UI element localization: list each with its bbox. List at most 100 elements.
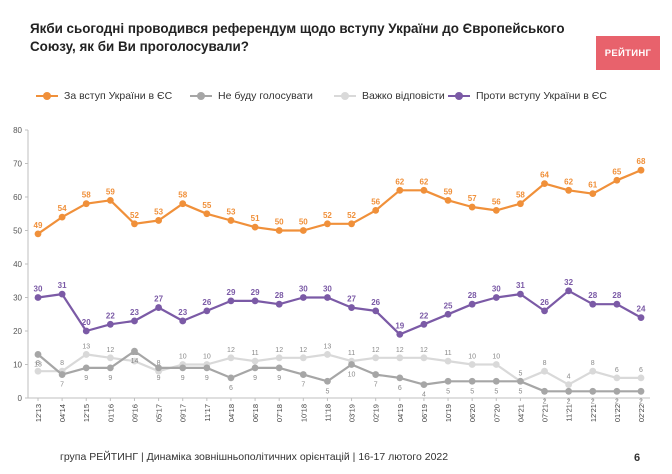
data-label: 8 [60, 360, 64, 367]
data-label: 9 [181, 375, 185, 382]
data-point [396, 330, 404, 338]
x-tick-label: 02'22 [637, 404, 646, 422]
data-label: 5 [518, 370, 522, 377]
data-label: 62 [419, 177, 428, 186]
data-point [637, 166, 645, 174]
data-label: 6 [229, 385, 233, 392]
data-label: 11 [444, 350, 451, 357]
y-tick-label: 40 [13, 260, 22, 269]
x-tick-label: 06'18 [251, 404, 260, 422]
series-line [37, 289, 642, 336]
data-label: 29 [251, 288, 260, 297]
data-label: 54 [58, 204, 67, 213]
chart-legend: За вступ України в ЄС Не буду голосувати… [36, 87, 656, 105]
data-point [541, 180, 548, 188]
data-point [637, 374, 645, 382]
legend-item-not-voting: Не буду голосувати [190, 87, 313, 105]
data-point [155, 364, 163, 372]
data-point [372, 371, 380, 378]
data-label: 28 [588, 291, 597, 300]
data-point [589, 190, 597, 198]
data-point [492, 294, 500, 301]
data-label: 12 [299, 347, 307, 354]
data-point [82, 200, 90, 208]
series-line [38, 353, 641, 386]
data-point [324, 220, 331, 228]
data-label: 27 [347, 295, 356, 304]
data-point [348, 220, 355, 228]
data-label: 30 [34, 285, 43, 294]
data-label: 9 [84, 375, 88, 382]
legend-swatch-against [448, 92, 470, 100]
x-tick-label: 11'18 [323, 404, 332, 422]
data-point [275, 300, 283, 308]
data-label: 61 [588, 181, 597, 190]
data-label: 30 [299, 285, 308, 294]
legend-swatch-hard-to-say [334, 92, 356, 100]
data-point [299, 294, 307, 301]
data-label: 58 [516, 191, 525, 200]
data-label: 64 [540, 171, 549, 180]
data-point [637, 387, 645, 395]
data-label: 58 [178, 191, 187, 200]
data-label: 2 [615, 398, 619, 405]
data-label: 19 [395, 321, 404, 330]
data-point [299, 354, 307, 362]
x-tick-label: 04'18 [227, 404, 236, 422]
data-label: 8 [36, 360, 40, 367]
data-point [131, 347, 138, 355]
data-point [131, 317, 138, 325]
data-label: 52 [130, 211, 139, 220]
data-label: 31 [58, 281, 67, 290]
data-point [372, 207, 380, 214]
data-label: 7 [301, 382, 305, 389]
data-label: 62 [564, 177, 573, 186]
data-label: 10 [179, 354, 187, 361]
data-point [275, 227, 283, 234]
data-point [565, 186, 573, 194]
data-label: 49 [34, 221, 43, 230]
data-point [251, 364, 259, 372]
data-point [589, 300, 597, 308]
data-label: 4 [567, 374, 571, 381]
y-tick-label: 80 [13, 126, 22, 135]
x-tick-label: 04'14 [58, 404, 67, 422]
data-label: 8 [157, 360, 161, 367]
x-tick-label: 07'21 [541, 404, 550, 422]
data-label: 30 [323, 285, 332, 294]
data-point [179, 200, 187, 208]
data-label: 52 [347, 211, 356, 220]
x-tick-label: 10'18 [299, 404, 308, 422]
data-point [227, 374, 235, 382]
x-tick-label: 04'21 [516, 404, 525, 422]
data-point [517, 377, 524, 385]
page-number: 6 [634, 452, 641, 464]
data-point [613, 300, 621, 308]
data-label: 50 [275, 218, 284, 227]
data-point [227, 354, 235, 362]
data-point [203, 364, 211, 372]
data-label: 5 [446, 388, 450, 395]
data-point [420, 320, 428, 328]
data-label: 59 [444, 187, 453, 196]
data-point [82, 327, 90, 335]
legend-item-against: Проти вступу України в ЄС [448, 87, 607, 105]
data-point [565, 381, 573, 388]
data-label: 12 [106, 347, 114, 354]
data-point [396, 374, 404, 382]
data-point [251, 223, 259, 231]
data-point [155, 217, 163, 224]
data-label: 2 [591, 398, 595, 405]
data-point [541, 307, 548, 315]
y-tick-label: 60 [13, 193, 22, 202]
logo-text: РЕЙТИНГ [604, 47, 652, 59]
data-point [82, 364, 90, 372]
data-point [589, 387, 597, 395]
source-footer: група РЕЙТИНГ | Динаміка зовнішньополіти… [60, 451, 449, 463]
y-tick-label: 10 [13, 361, 22, 370]
data-label: 10 [348, 372, 356, 379]
data-label: 68 [637, 157, 646, 166]
data-point [348, 361, 355, 368]
legend-swatch-not-voting [190, 92, 212, 100]
data-point [34, 230, 42, 238]
